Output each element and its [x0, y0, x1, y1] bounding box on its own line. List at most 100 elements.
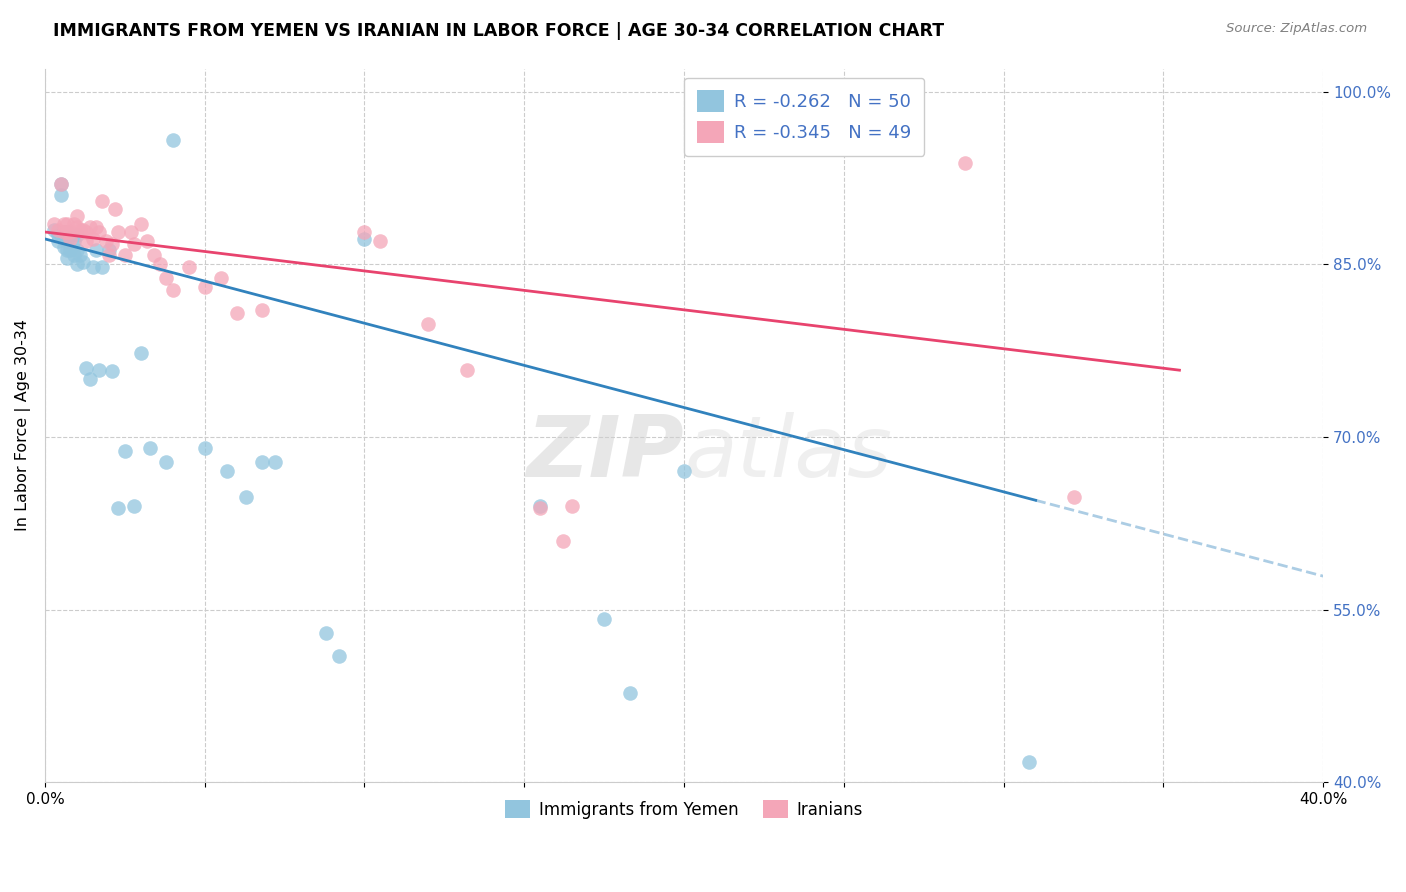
Point — [49, 177, 72, 191]
Point — [194, 280, 217, 294]
Point — [56, 225, 79, 239]
Text: ZIP: ZIP — [526, 412, 685, 495]
Point — [89, 363, 111, 377]
Point — [53, 232, 76, 246]
Point — [82, 260, 104, 274]
Point — [49, 228, 72, 243]
Point — [104, 202, 127, 216]
Point — [120, 225, 142, 239]
Point — [107, 501, 129, 516]
Point — [215, 465, 238, 479]
Point — [124, 499, 146, 513]
Point — [353, 225, 375, 239]
Point — [136, 234, 159, 248]
Point — [56, 244, 79, 258]
Point — [114, 248, 136, 262]
Point — [529, 501, 551, 516]
Point — [456, 363, 478, 377]
Point — [235, 490, 257, 504]
Point — [62, 234, 84, 248]
Point — [56, 234, 79, 248]
Point — [955, 156, 977, 170]
Point — [162, 133, 184, 147]
Point — [56, 252, 79, 266]
Point — [53, 225, 76, 239]
Point — [49, 188, 72, 202]
Point — [561, 499, 583, 513]
Point — [1063, 490, 1085, 504]
Point — [53, 225, 76, 239]
Point — [84, 220, 107, 235]
Point — [59, 244, 82, 258]
Point — [124, 236, 146, 251]
Point — [89, 225, 111, 239]
Point — [62, 248, 84, 262]
Point — [155, 271, 177, 285]
Point — [353, 232, 375, 246]
Point — [49, 177, 72, 191]
Point — [1018, 755, 1040, 769]
Point — [155, 455, 177, 469]
Point — [59, 232, 82, 246]
Point — [46, 234, 69, 248]
Point — [69, 248, 91, 262]
Point — [72, 223, 94, 237]
Point — [59, 225, 82, 239]
Point — [46, 223, 69, 237]
Point — [107, 225, 129, 239]
Point — [418, 317, 440, 331]
Point — [91, 194, 114, 208]
Point — [593, 612, 616, 626]
Point — [53, 217, 76, 231]
Point — [619, 685, 641, 699]
Point — [551, 533, 574, 548]
Point — [75, 225, 97, 239]
Point — [53, 240, 76, 254]
Point — [162, 283, 184, 297]
Point — [250, 455, 273, 469]
Text: IMMIGRANTS FROM YEMEN VS IRANIAN IN LABOR FORCE | AGE 30-34 CORRELATION CHART: IMMIGRANTS FROM YEMEN VS IRANIAN IN LABO… — [53, 22, 945, 40]
Point — [97, 248, 120, 262]
Point — [529, 499, 551, 513]
Point — [97, 244, 120, 258]
Point — [56, 217, 79, 231]
Point — [72, 255, 94, 269]
Point — [69, 223, 91, 237]
Point — [101, 236, 124, 251]
Point — [44, 217, 66, 231]
Point — [209, 271, 232, 285]
Point — [66, 228, 89, 243]
Point — [264, 455, 287, 469]
Point — [129, 346, 152, 360]
Point — [82, 232, 104, 246]
Point — [194, 442, 217, 456]
Point — [225, 305, 247, 319]
Point — [101, 364, 124, 378]
Point — [177, 260, 200, 274]
Point — [44, 223, 66, 237]
Point — [142, 248, 165, 262]
Point — [250, 303, 273, 318]
Point — [84, 244, 107, 258]
Point — [46, 228, 69, 243]
Y-axis label: In Labor Force | Age 30-34: In Labor Force | Age 30-34 — [15, 319, 31, 532]
Point — [94, 234, 117, 248]
Point — [114, 443, 136, 458]
Point — [315, 625, 337, 640]
Legend: Immigrants from Yemen, Iranians: Immigrants from Yemen, Iranians — [499, 793, 869, 825]
Point — [66, 209, 89, 223]
Point — [370, 234, 392, 248]
Point — [66, 244, 89, 258]
Point — [56, 225, 79, 239]
Text: Source: ZipAtlas.com: Source: ZipAtlas.com — [1226, 22, 1367, 36]
Text: atlas: atlas — [685, 412, 891, 495]
Point — [129, 217, 152, 231]
Point — [62, 217, 84, 231]
Point — [139, 442, 162, 456]
Point — [149, 257, 172, 271]
Point — [328, 648, 350, 663]
Point — [91, 260, 114, 274]
Point — [673, 465, 696, 479]
Point — [59, 228, 82, 243]
Point — [66, 257, 89, 271]
